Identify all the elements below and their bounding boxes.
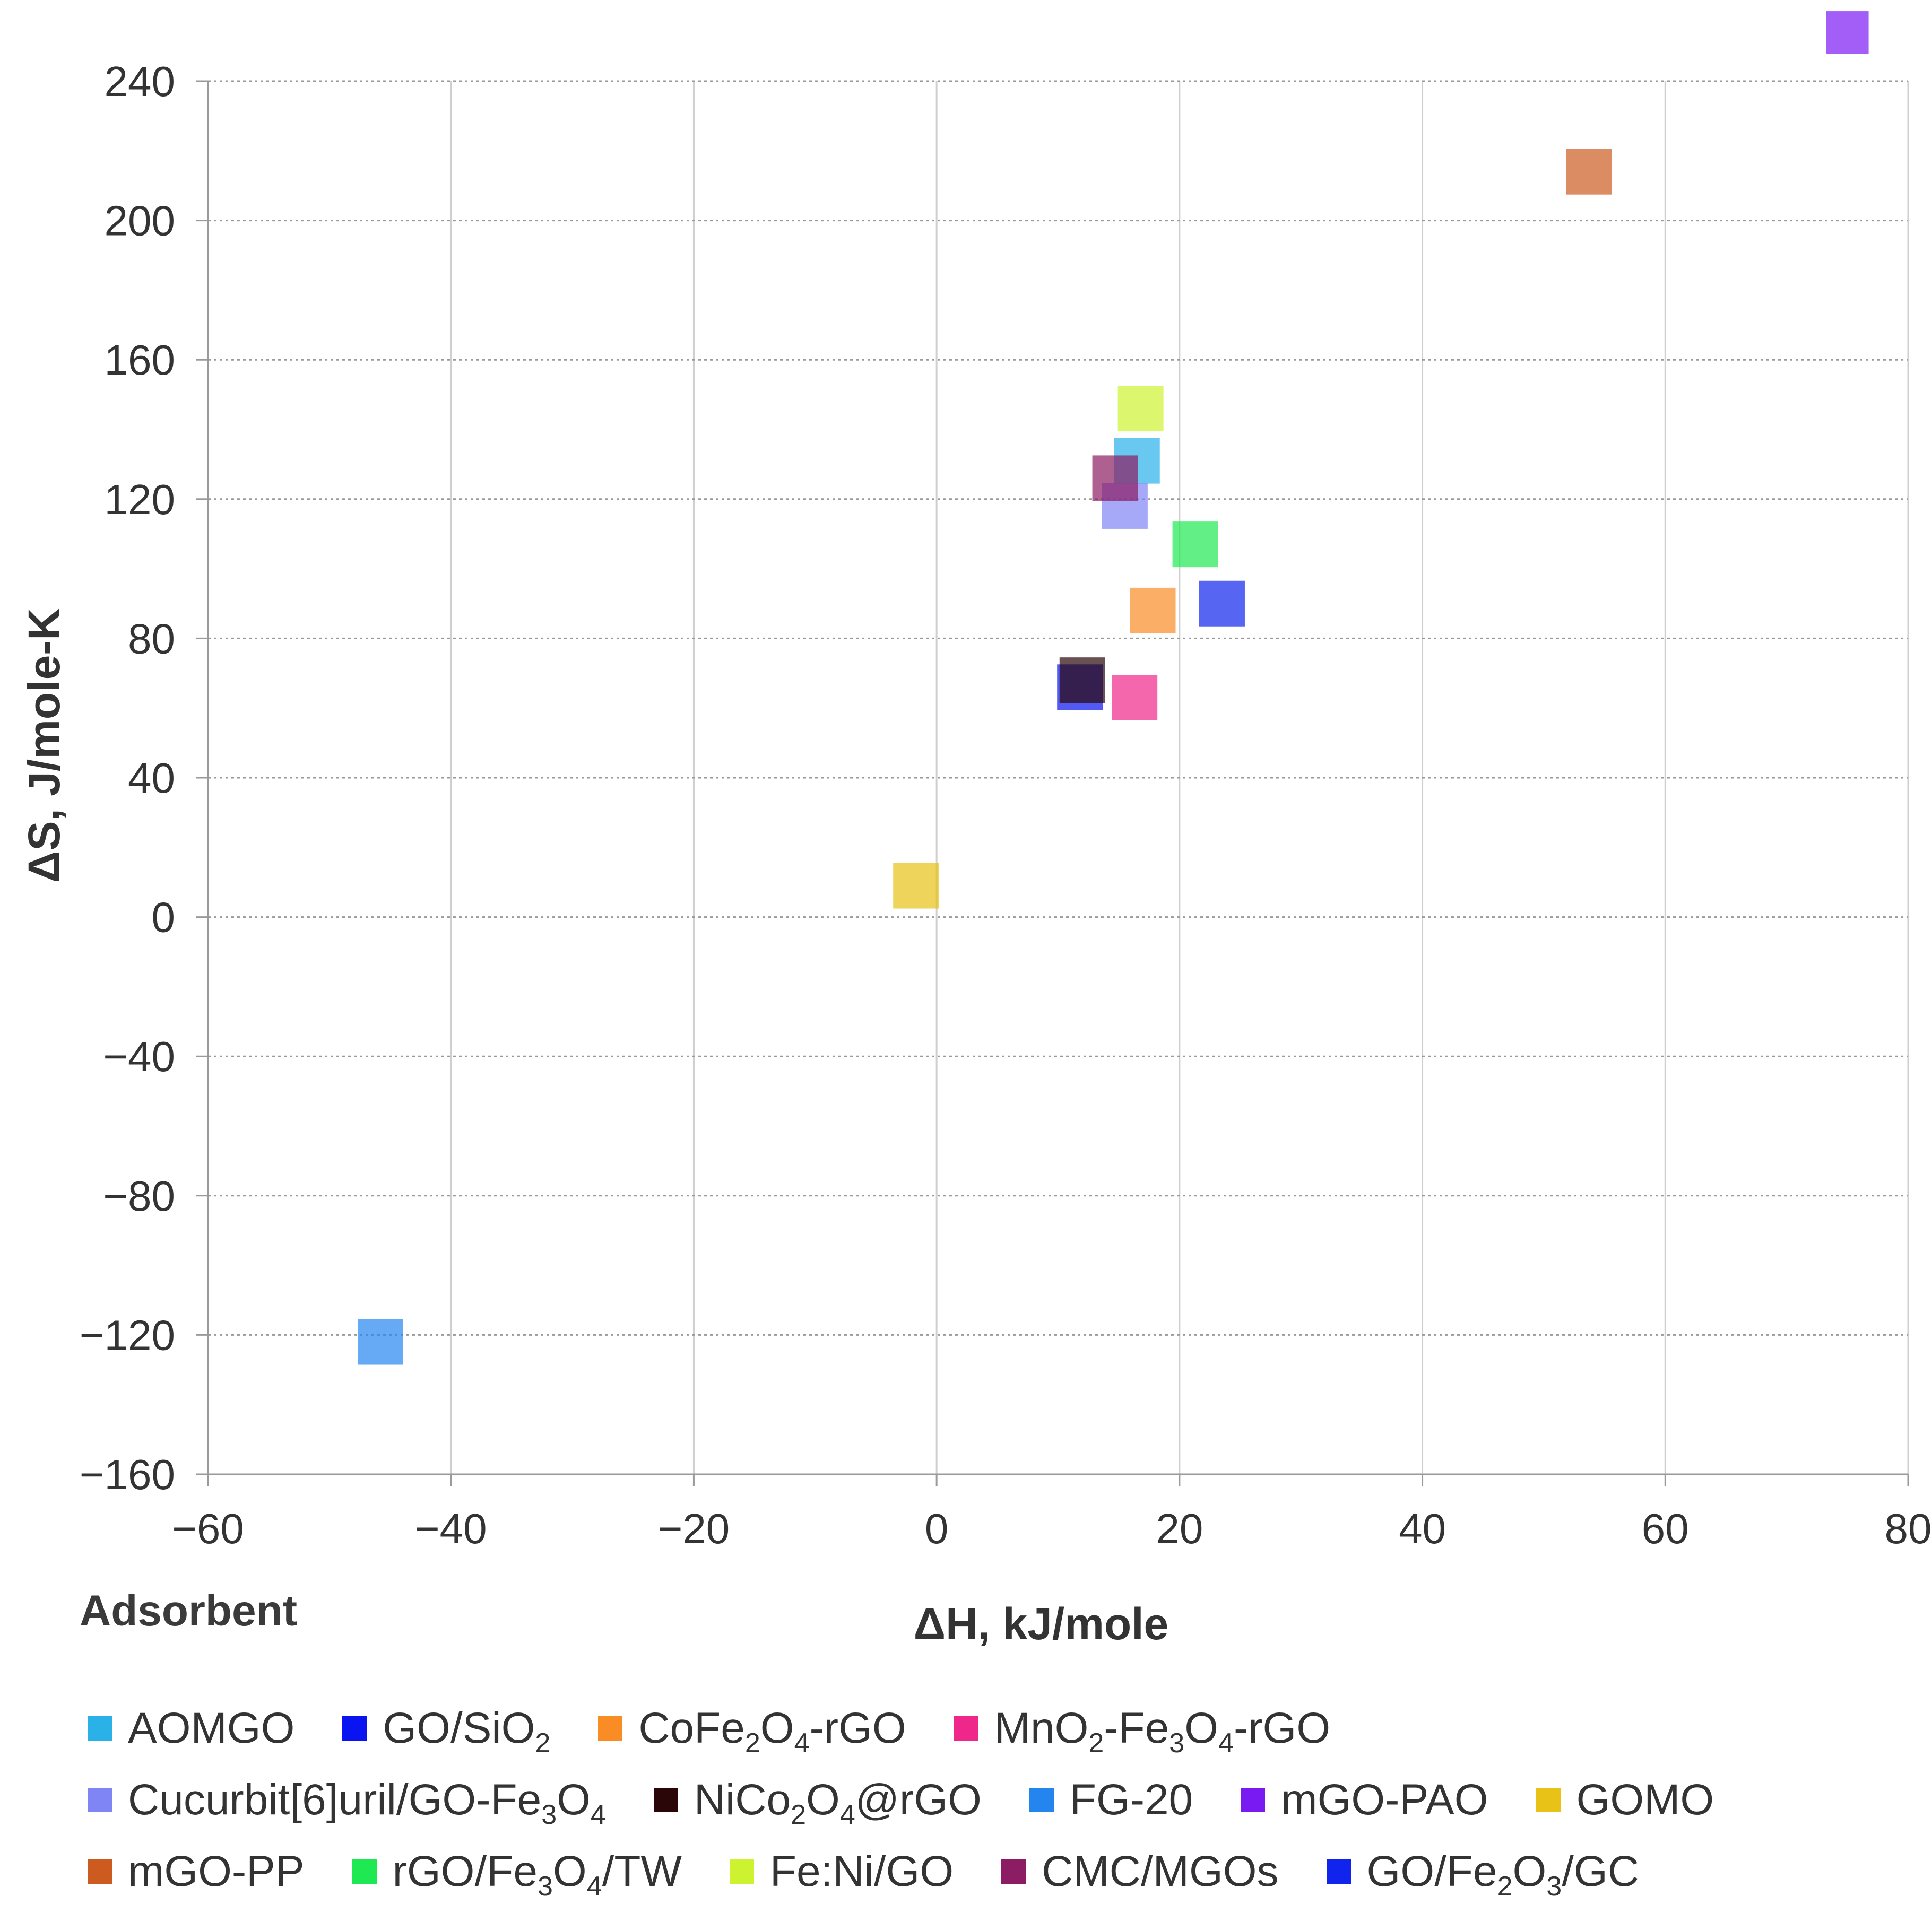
data-point-mno2-fe3o4-rgo [1112,675,1158,721]
legend-item: AOMGO [88,1703,295,1752]
legend-label: mGO-PAO [1281,1775,1488,1824]
legend-row: Cucurbit[6]uril/GO-Fe3O4 NiCo2O4@rGO FG-20… [88,1764,1892,1836]
legend-item: GOMO [1536,1778,1714,1822]
legend-item: FG-20 [1029,1778,1193,1822]
y-tick-label: 0 [152,894,176,941]
legend-swatch [653,1787,678,1812]
legend-item: Fe:Ni/GO [729,1847,954,1895]
legend-label: GO/SiO2 [383,1703,551,1759]
legend-swatch [88,1859,112,1884]
x-tick-label: 60 [1642,1505,1689,1552]
legend-swatch [342,1716,367,1741]
data-point-rgo-fe3o4-tw [1172,521,1218,568]
legend-label: rGO/Fe3O4/TW [392,1847,682,1902]
legend-swatch [88,1716,112,1741]
legend-swatch [729,1859,754,1884]
legend-label: NiCo2O4@rGO [694,1775,982,1830]
data-point-mgo-pp [1566,149,1612,195]
y-tick-label: −160 [80,1451,175,1498]
x-tick-label: 20 [1156,1505,1203,1552]
legend-title: Adsorbent [80,1587,297,1635]
legend-label: mGO-PP [128,1847,305,1895]
x-tick-label: 40 [1399,1505,1446,1552]
legend-swatch [88,1787,112,1812]
data-point-fe-ni-go [1117,386,1164,432]
data-point-mgo-pao [1826,11,1869,54]
legend-item: CMC/MGOs [1001,1847,1279,1895]
legend-swatch [954,1716,978,1741]
grid [208,80,1909,1474]
x-tick-label: −20 [658,1505,730,1552]
legend: AOMGO GO/SiO2 CoFe2O4-rGO MnO2-Fe3O4-rGO Cuc… [88,1692,1892,1907]
legend-label: CoFe2O4-rGO [638,1703,906,1759]
legend-label: GO/Fe2O3/GC [1366,1847,1640,1902]
axes [196,80,1909,1486]
y-tick-label: 160 [105,336,175,384]
legend-item: GO/SiO2 [342,1703,551,1759]
y-tick-label: −120 [80,1311,175,1359]
legend-label: FG-20 [1069,1775,1193,1824]
y-axis-title: ΔS, J/mole-K [19,608,69,883]
legend-item: mGO-PAO [1241,1778,1488,1822]
legend-label: Fe:Ni/GO [769,1847,954,1895]
legend-row: mGO-PP rGO/Fe3O4/TW Fe:Ni/GO CMC/MGOs GO/Fe2… [88,1836,1892,1907]
legend-swatch [352,1859,377,1884]
x-tick-label: 80 [1885,1505,1932,1552]
data-point-go-fe2o3-gc [1199,580,1245,627]
data-points [357,11,1869,1365]
legend-swatch [1536,1787,1561,1812]
y-tick-label: 40 [128,754,175,802]
y-tick-label: −40 [103,1033,175,1080]
legend-item: Cucurbit[6]uril/GO-Fe3O4 [88,1775,606,1830]
y-tick-label: 80 [128,615,175,662]
x-tick-label: 0 [925,1505,949,1552]
x-tick-label: −60 [172,1505,244,1552]
data-point-fg-20 [357,1319,403,1365]
y-tick-label: 200 [105,197,175,245]
legend-label: CMC/MGOs [1042,1847,1279,1895]
legend-row: AOMGO GO/SiO2 CoFe2O4-rGO MnO2-Fe3O4-rGO [88,1692,1892,1764]
x-tick-label: −40 [415,1505,487,1552]
x-axis-title: ΔH, kJ/mole [914,1599,1169,1649]
data-point-nico2o4-rgo [1059,657,1105,703]
y-tick-label: 240 [105,58,175,105]
legend-item: NiCo2O4@rGO [653,1775,982,1830]
y-tick-label: −80 [103,1172,175,1220]
legend-swatch [598,1716,623,1741]
data-point-cmc-mgos [1092,455,1138,501]
y-tick-label: 120 [105,476,175,523]
data-point-gomo [893,863,939,909]
tick-labels: −60 −40 −20 0 20 40 60 80 240 200 160 120 80 40 0 −40 −8… [80,58,1932,1552]
legend-item: mGO-PP [88,1847,305,1895]
legend-swatch [1326,1859,1351,1884]
legend-swatch [1029,1787,1054,1812]
legend-label: GOMO [1576,1775,1714,1824]
legend-item: MnO2-Fe3O4-rGO [954,1703,1331,1759]
legend-label: MnO2-Fe3O4-rGO [994,1703,1331,1759]
legend-label: AOMGO [128,1703,295,1752]
legend-item: CoFe2O4-rGO [598,1703,906,1759]
legend-swatch [1241,1787,1266,1812]
legend-label: Cucurbit[6]uril/GO-Fe3O4 [128,1775,606,1830]
legend-swatch [1001,1859,1026,1884]
legend-item: rGO/Fe3O4/TW [352,1847,682,1902]
legend-item: GO/Fe2O3/GC [1326,1847,1640,1902]
data-point-cofe2o4-rgo [1130,587,1176,633]
